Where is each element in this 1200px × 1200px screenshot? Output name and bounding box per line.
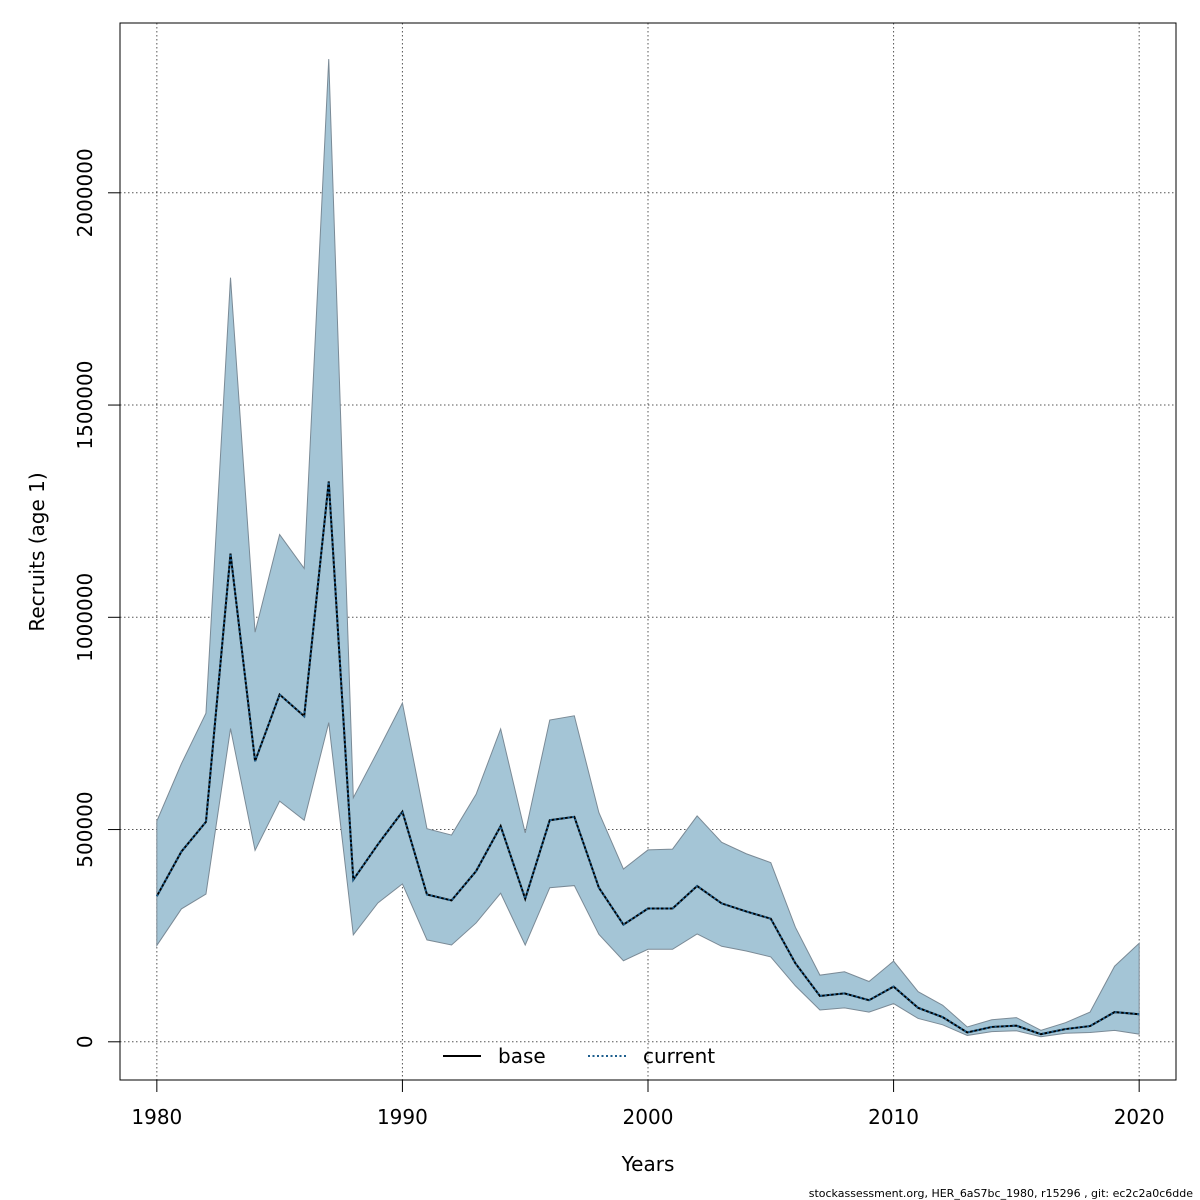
x-tick-label: 2000 — [623, 1105, 674, 1129]
x-tick-label: 2010 — [868, 1105, 919, 1129]
confidence-band-group — [156, 59, 1140, 1038]
x-axis-title: Years — [621, 1152, 675, 1176]
footer-note: stockassessment.org, HER_6aS7bc_1980, r1… — [809, 1187, 1194, 1200]
x-axis: 1980 1990 2000 2010 2020 — [131, 1079, 1165, 1129]
x-tick-label: 1990 — [377, 1105, 428, 1129]
confidence-band — [156, 59, 1140, 1038]
y-tick-label: 1500000 — [73, 361, 97, 450]
y-axis-title: Recruits (age 1) — [25, 472, 49, 631]
x-tick-label: 1980 — [131, 1105, 182, 1129]
y-tick-label: 500000 — [73, 791, 97, 867]
legend-current-label: current — [643, 1044, 715, 1068]
series-lines-group — [155, 481, 1140, 1036]
y-tick-label: 2000000 — [73, 148, 97, 237]
x-tick-label: 2020 — [1114, 1105, 1165, 1129]
legend-base-label: base — [498, 1044, 546, 1068]
y-tick-label: 0 — [73, 1035, 97, 1048]
y-tick-label: 1000000 — [73, 573, 97, 662]
legend: base current — [443, 1044, 715, 1068]
grid-lines — [120, 23, 1176, 1080]
y-axis: 0 500000 1000000 1500000 2000000 — [73, 148, 121, 1048]
series-line-current — [155, 481, 1140, 1036]
